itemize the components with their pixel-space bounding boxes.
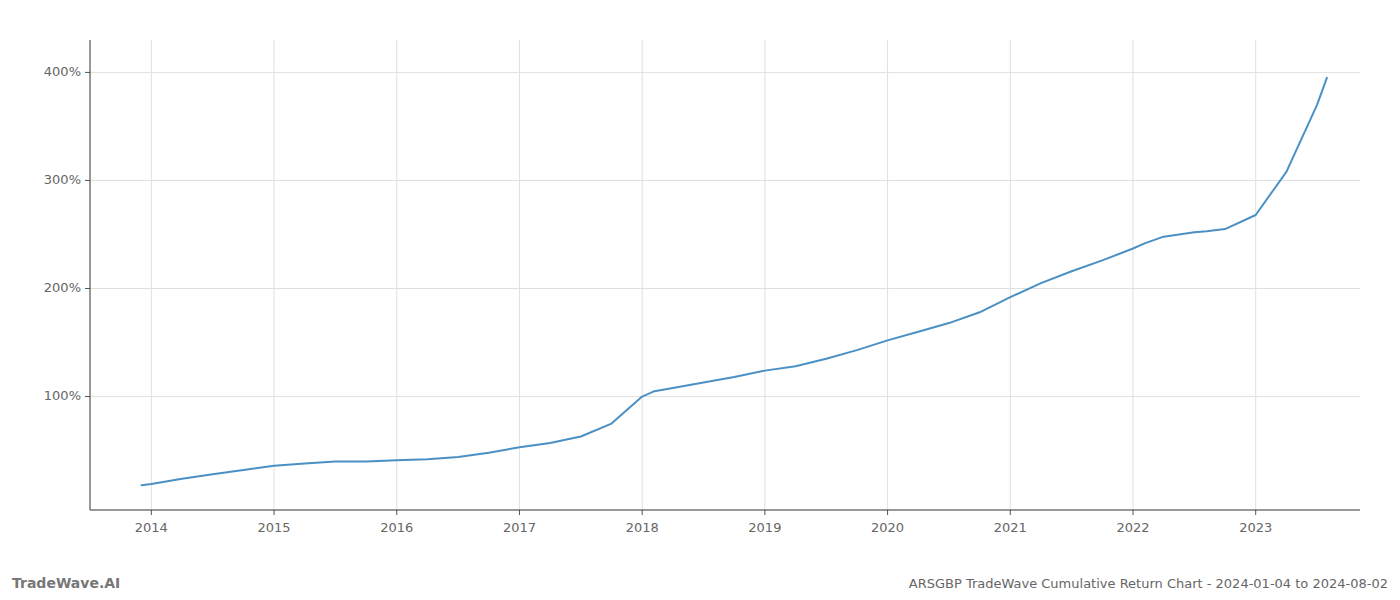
y-tick	[85, 396, 90, 397]
x-tick	[1010, 510, 1011, 515]
y-tick	[85, 72, 90, 73]
y-axis-line	[90, 40, 91, 510]
x-grid-line	[519, 40, 520, 510]
x-tick	[642, 510, 643, 515]
x-tick-label: 2021	[994, 520, 1027, 535]
x-tick	[1132, 510, 1133, 515]
y-grid-line	[90, 288, 1360, 289]
return-line	[142, 78, 1327, 485]
title: ARSGBP TradeWave Cumulative Return Chart…	[909, 576, 1388, 591]
x-tick	[887, 510, 888, 515]
y-tick-label: 300%	[44, 172, 81, 187]
y-tick-label: 100%	[44, 388, 81, 403]
y-tick	[85, 180, 90, 181]
y-grid-line	[90, 72, 1360, 73]
x-tick	[274, 510, 275, 515]
x-grid-line	[642, 40, 643, 510]
y-tick-label: 400%	[44, 64, 81, 79]
x-tick-label: 2016	[380, 520, 413, 535]
watermark: TradeWave.AI	[12, 575, 120, 591]
x-grid-line	[274, 40, 275, 510]
y-grid-line	[90, 180, 1360, 181]
axes: 100% 200% 300% 400% 2014 2015 2016 2017 2018 2019…	[44, 40, 1360, 535]
x-grid-line	[151, 40, 152, 510]
x-grid-line	[396, 40, 397, 510]
x-tick	[396, 510, 397, 515]
x-axis-line	[90, 510, 1360, 511]
x-grid-line	[1255, 40, 1256, 510]
chart: 100% 200% 300% 400% 2014 2015 2016 2017 2018 2019…	[0, 0, 1400, 600]
x-tick-label: 2023	[1239, 520, 1272, 535]
x-tick-label: 2019	[748, 520, 781, 535]
x-grid-line	[1132, 40, 1133, 510]
x-tick	[519, 510, 520, 515]
x-grid-line	[887, 40, 888, 510]
y-grid-line	[90, 396, 1360, 397]
x-tick-label: 2015	[258, 520, 291, 535]
x-tick-label: 2018	[626, 520, 659, 535]
plot-area	[142, 78, 1327, 485]
y-tick-label: 200%	[44, 280, 81, 295]
x-grid-line	[764, 40, 765, 510]
y-tick	[85, 288, 90, 289]
grid	[90, 40, 1360, 510]
x-tick-label: 2022	[1116, 520, 1149, 535]
x-tick-label: 2014	[135, 520, 168, 535]
x-tick-label: 2017	[503, 520, 536, 535]
x-tick	[764, 510, 765, 515]
x-grid-line	[1010, 40, 1011, 510]
x-tick	[151, 510, 152, 515]
x-tick	[1255, 510, 1256, 515]
x-tick-label: 2020	[871, 520, 904, 535]
